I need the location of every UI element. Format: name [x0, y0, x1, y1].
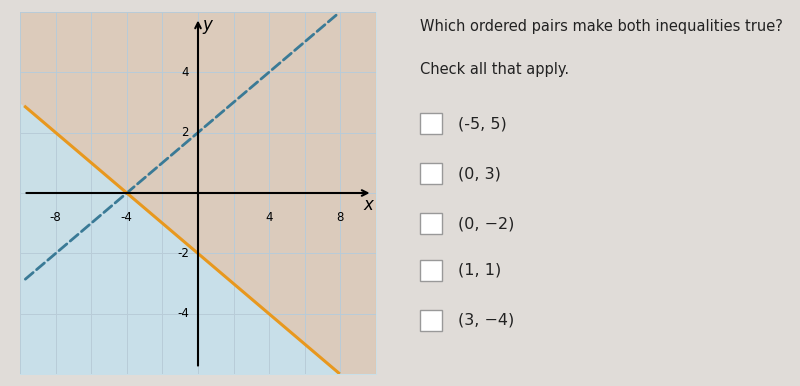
Text: x: x: [363, 196, 374, 213]
Text: -8: -8: [50, 211, 62, 224]
Text: Which ordered pairs make both inequalities true?: Which ordered pairs make both inequaliti…: [420, 19, 783, 34]
Text: (0, −2): (0, −2): [458, 217, 514, 231]
Text: (3, −4): (3, −4): [458, 313, 514, 328]
Bar: [420, 113, 442, 134]
Bar: [420, 213, 442, 234]
Bar: [420, 163, 442, 184]
Text: -4: -4: [121, 211, 133, 224]
Text: 8: 8: [337, 211, 344, 224]
Bar: [420, 310, 442, 331]
Text: Check all that apply.: Check all that apply.: [420, 62, 569, 77]
Text: 4: 4: [266, 211, 273, 224]
Text: (-5, 5): (-5, 5): [458, 116, 506, 131]
Text: -4: -4: [178, 307, 189, 320]
Bar: [420, 259, 442, 281]
Text: 2: 2: [182, 126, 189, 139]
Text: y: y: [202, 16, 212, 34]
Text: -2: -2: [178, 247, 189, 260]
Text: (0, 3): (0, 3): [458, 166, 501, 181]
Text: (1, 1): (1, 1): [458, 263, 502, 278]
Text: 4: 4: [182, 66, 189, 79]
